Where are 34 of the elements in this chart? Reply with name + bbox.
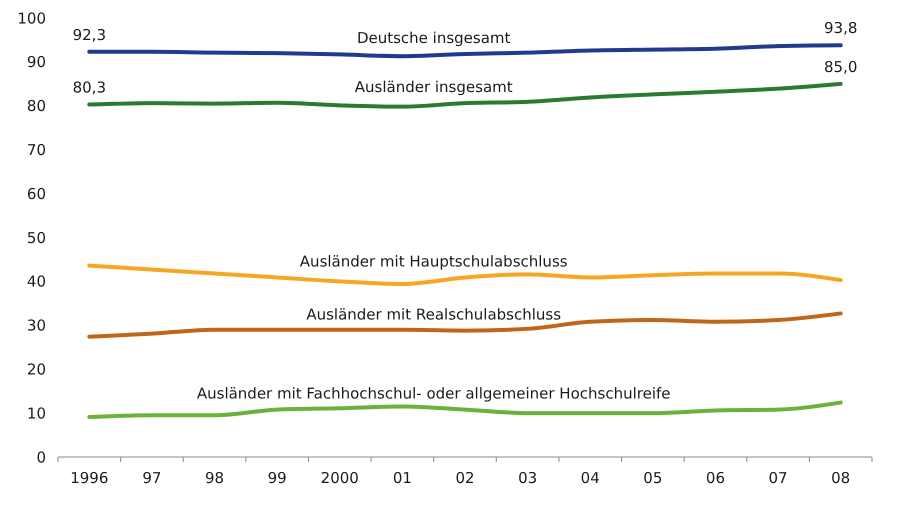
y-tick-label: 60 [26,184,46,203]
data-label: 92,3 [72,26,106,44]
y-tick-label: 100 [17,9,46,28]
data-label: 85,0 [824,58,858,76]
x-tick-label: 97 [142,469,162,487]
line-series [87,400,843,420]
x-tick-label: 03 [518,469,538,487]
series-label: Ausländer mit Hauptschulabschluss [300,252,568,270]
series-label: Ausländer mit Realschulabschluss [306,306,562,324]
y-tick-label: 40 [26,272,46,291]
series-label: Ausländer mit Fachhochschul- oder allgemeiner Hochschulreife [196,384,671,403]
y-tick-label: 90 [26,53,46,72]
y-tick-label: 80 [26,97,46,116]
x-tick-label: 06 [706,469,726,487]
x-tick-label: 08 [831,469,850,487]
y-tick-label: 10 [26,404,46,422]
y-tick-label: 0 [36,448,46,466]
y-tick-label: 50 [26,228,46,247]
series-label: Deutsche insgesamt [356,29,511,47]
x-tick-label: 04 [580,469,600,487]
x-tick-label: 98 [204,469,224,487]
x-tick-label: 07 [768,469,788,487]
data-label: 93,8 [824,19,858,38]
x-tick-label: 05 [643,469,662,487]
x-tick-label: 99 [268,469,287,487]
x-tick-label: 01 [392,469,412,487]
y-tick-label: 20 [26,360,46,378]
series-label: Ausländer insgesamt [354,78,513,96]
data-label: 80,3 [72,78,106,96]
x-tick-label: 2000 [320,469,359,487]
y-tick-label: 30 [26,316,46,335]
x-tick-label: 1996 [70,469,108,487]
y-tick-label: 70 [26,140,46,159]
x-tick-label: 02 [455,469,475,487]
